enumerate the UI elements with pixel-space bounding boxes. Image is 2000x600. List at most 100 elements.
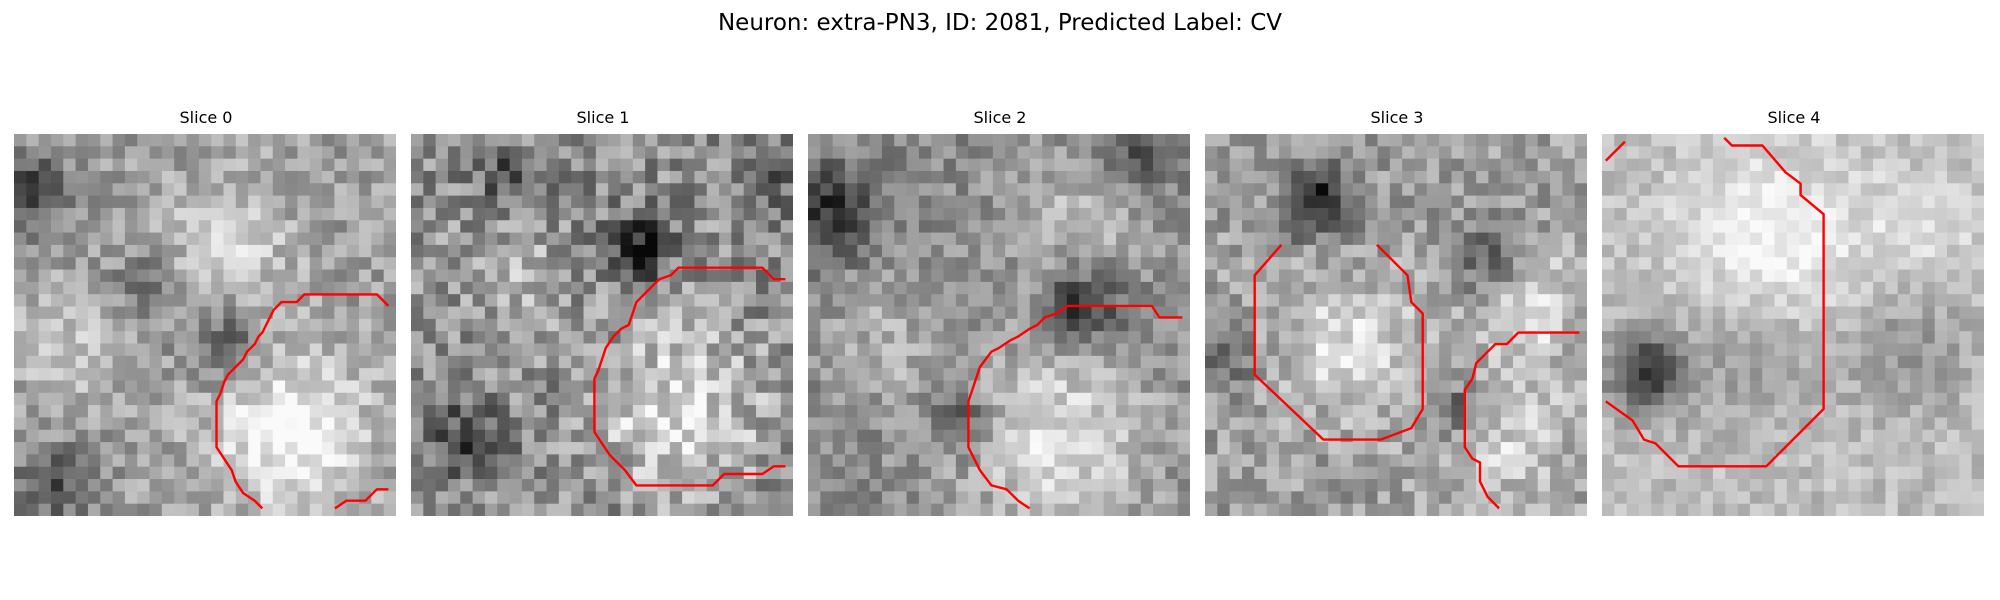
pixel: [223, 306, 237, 320]
pixel: [1602, 331, 1615, 344]
pixel: [1550, 405, 1563, 418]
pixel: [620, 331, 634, 344]
pixel: [881, 355, 895, 369]
pixel: [411, 281, 424, 295]
pixel: [75, 491, 89, 505]
pixel: [1959, 257, 1973, 270]
pixel: [309, 392, 323, 406]
pixel: [112, 343, 126, 357]
pixel: [1377, 232, 1391, 246]
pixel: [608, 269, 621, 283]
pixel: [1116, 380, 1129, 394]
pixel: [174, 257, 187, 270]
pixel: [285, 454, 298, 468]
pixel: [272, 368, 286, 381]
pixel: [161, 454, 175, 468]
pixel: [1414, 318, 1428, 332]
pixel: [411, 183, 424, 197]
pixel: [334, 134, 348, 147]
pixel: [1934, 417, 1948, 431]
pixel: [1537, 491, 1551, 505]
pixel: [334, 207, 348, 221]
pixel: [1278, 343, 1292, 357]
pixel: [1737, 429, 1751, 443]
pixel: [460, 355, 474, 369]
pixel: [322, 343, 335, 357]
pixel: [223, 318, 237, 332]
pixel: [669, 368, 683, 381]
pixel: [484, 442, 498, 455]
pixel: [1017, 405, 1031, 418]
pixel: [1836, 331, 1849, 344]
pixel: [1217, 207, 1231, 221]
pixel: [75, 195, 89, 209]
pixel: [1737, 405, 1751, 418]
pixel: [1725, 368, 1738, 381]
pixel: [1762, 318, 1775, 332]
pixel: [484, 417, 498, 431]
pixel: [1303, 146, 1317, 160]
pixel: [1959, 405, 1973, 418]
pixel: [1836, 269, 1849, 283]
pixel: [1971, 442, 1984, 455]
pixel: [1762, 417, 1775, 431]
pixel: [1116, 207, 1129, 221]
pixel: [869, 146, 883, 160]
pixel: [1205, 405, 1218, 418]
pixel: [1762, 491, 1775, 505]
pixel: [1241, 294, 1255, 307]
pixel: [1266, 343, 1280, 357]
pixel: [918, 454, 932, 468]
pixel: [1029, 331, 1043, 344]
pixel: [371, 454, 385, 468]
pixel: [359, 417, 372, 431]
pixel: [1377, 454, 1391, 468]
pixel: [346, 355, 360, 369]
pixel: [1254, 454, 1268, 468]
pixel: [1823, 343, 1837, 357]
pixel: [124, 232, 138, 246]
pixel: [669, 207, 683, 221]
pixel: [1574, 195, 1587, 209]
pixel: [1029, 491, 1043, 505]
pixel: [38, 368, 52, 381]
pixel: [906, 355, 920, 369]
pixel: [1513, 503, 1526, 516]
pixel: [1836, 343, 1849, 357]
pixel: [124, 503, 138, 516]
pixel: [149, 466, 163, 480]
pixel: [931, 232, 944, 246]
pixel: [50, 491, 64, 505]
pixel: [1291, 269, 1304, 283]
pixel: [411, 294, 424, 307]
pixel: [980, 183, 994, 197]
pixel: [198, 158, 212, 172]
pixel: [260, 244, 274, 258]
pixel: [844, 479, 858, 492]
pixel: [1762, 405, 1775, 418]
pixel: [832, 158, 846, 172]
pixel: [1153, 318, 1166, 332]
pixel: [1005, 232, 1018, 246]
pixel: [1217, 355, 1231, 369]
pixel: [87, 244, 101, 258]
pixel: [285, 343, 298, 357]
pixel: [1103, 429, 1117, 443]
pixel: [322, 244, 335, 258]
pixel: [1749, 183, 1763, 197]
pixel: [1165, 380, 1179, 394]
pixel: [1823, 146, 1837, 160]
pixel: [1116, 306, 1129, 320]
pixel: [272, 392, 286, 406]
pixel: [1959, 294, 1973, 307]
pixel: [161, 281, 175, 295]
pixel: [346, 244, 360, 258]
pixel: [1947, 442, 1960, 455]
pixel: [223, 479, 237, 492]
pixel: [1303, 269, 1317, 283]
pixel: [1675, 479, 1689, 492]
pixel: [931, 405, 944, 418]
pixel: [1005, 343, 1018, 357]
pixel: [1165, 491, 1179, 505]
pixel: [198, 355, 212, 369]
